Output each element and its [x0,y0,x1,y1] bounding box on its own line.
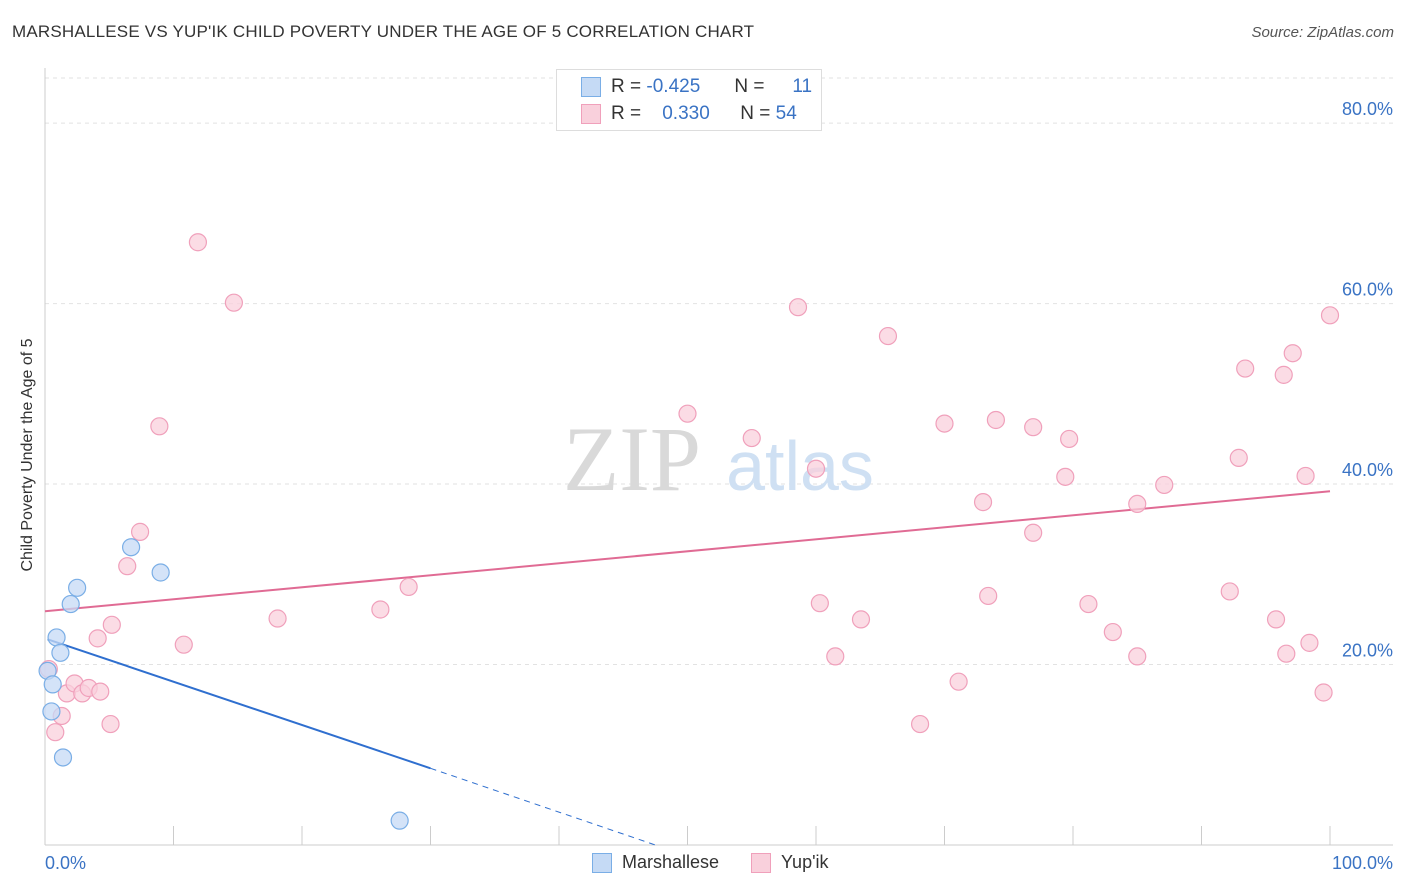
yupik-point [101,714,120,734]
yupik-point [371,600,390,619]
yupik-point [742,428,761,448]
yupik-point [1314,683,1333,702]
yupik-point [1056,467,1075,486]
yupik-point [1128,647,1147,666]
yupik-point [1283,344,1302,363]
stats-legend: R = -0.425 N = 11 R = 0.330 N = 54 [556,69,822,131]
x-tick-label: 100.0% [1332,853,1393,873]
source-label: Source: ZipAtlas.com [1251,24,1394,41]
chart-title: MARSHALLESE VS YUP'IK CHILD POVERTY UNDE… [12,22,755,41]
stats-legend-row-marshallese: R = -0.425 N = 11 [581,75,812,99]
yupik-point [1300,633,1319,652]
marshallese-point [42,702,61,721]
yupik-point [1320,306,1340,325]
yupik-point [973,493,993,512]
watermark: ZIP atlas [563,408,874,510]
tick-labels: 20.0% 40.0% 60.0% 80.0% 0.0% 100.0% [45,99,1393,873]
yupik-point [399,577,418,597]
yupik-point [986,410,1006,430]
yupik-point [188,233,208,252]
marshallese-point [68,578,87,597]
yupik-point [826,647,845,666]
yupik-point [979,586,998,606]
yupik-point [1236,359,1255,378]
axes [44,68,1393,846]
n-value: 54 [775,103,797,124]
yupik-point [46,723,65,742]
n-label: N = [734,76,765,97]
y-tick-label: 60.0% [1342,280,1393,300]
legend-label-yupik: Yup'ik [781,852,829,872]
marshallese-point [51,643,70,662]
yupik-point [174,635,193,654]
marshallese-point [43,675,62,694]
yupik-point [1079,594,1098,614]
grid-lines [45,77,1393,666]
marshallese-legend-swatch [592,852,612,873]
marshallese-trend-extension [430,767,656,846]
marshallese-point [53,748,73,767]
n-value: 11 [792,76,813,97]
yupik-trend-line [44,490,1331,613]
r-label: R = [611,103,642,124]
y-tick-label: 80.0% [1342,99,1393,119]
r-value: -0.425 [646,76,701,97]
marshallese-swatch [581,77,601,97]
yupik-point [150,417,169,436]
yupik-point [91,682,110,701]
marshallese-point [47,628,66,647]
yupik-point [1296,466,1315,486]
x-tick-label: 0.0% [45,853,86,873]
legend-item-marshallese[interactable]: Marshallese [592,852,719,873]
marshallese-point [121,538,141,557]
y-tick-label: 40.0% [1342,460,1393,480]
yupik-point [130,522,150,541]
yupik-point [1128,494,1147,514]
n-label: N = [740,103,771,124]
yupik-point [224,293,243,312]
yupik-point [678,404,697,423]
r-label: R = [611,76,642,97]
yupik-point [851,610,871,629]
series-legend: Marshallese Yup'ik [592,852,861,873]
yupik-point [268,609,287,628]
trend-lines [44,490,1331,846]
yupik-point [1277,644,1296,663]
yupik-point [1024,418,1043,437]
marshallese-point [390,811,409,830]
yupik-point [910,714,930,734]
yupik-point [88,629,107,648]
yupik-point [1220,582,1239,601]
r-value: 0.330 [662,103,710,124]
marshallese-point [151,563,170,582]
yupik-point [935,414,954,433]
yupik-point [878,326,898,346]
yupik-point [949,672,968,691]
yupik-point [806,459,826,478]
yupik-legend-swatch [751,852,772,873]
yupik-swatch [581,104,601,124]
yupik-point [1060,429,1079,449]
data-points [38,233,1340,830]
yupik-point [1274,365,1293,384]
yupik-point [1024,523,1043,542]
legend-item-yupik[interactable]: Yup'ik [751,852,829,873]
marshallese-trend-line [47,638,431,770]
yupik-point [1155,475,1174,495]
yupik-point [1229,448,1248,467]
y-tick-label: 20.0% [1342,641,1393,661]
stats-legend-row-yupik: R = 0.330 N = 54 [581,102,797,126]
watermark-zip: ZIP [563,408,701,510]
yupik-point [118,557,137,576]
yupik-point [1103,622,1122,642]
yupik-point [788,298,808,317]
legend-label-marshallese: Marshallese [622,852,720,872]
yupik-point [102,615,121,634]
y-axis-label: Child Poverty Under the Age of 5 [19,338,36,572]
marshallese-point [61,594,80,614]
yupik-point [1266,610,1286,629]
yupik-point [810,594,829,613]
